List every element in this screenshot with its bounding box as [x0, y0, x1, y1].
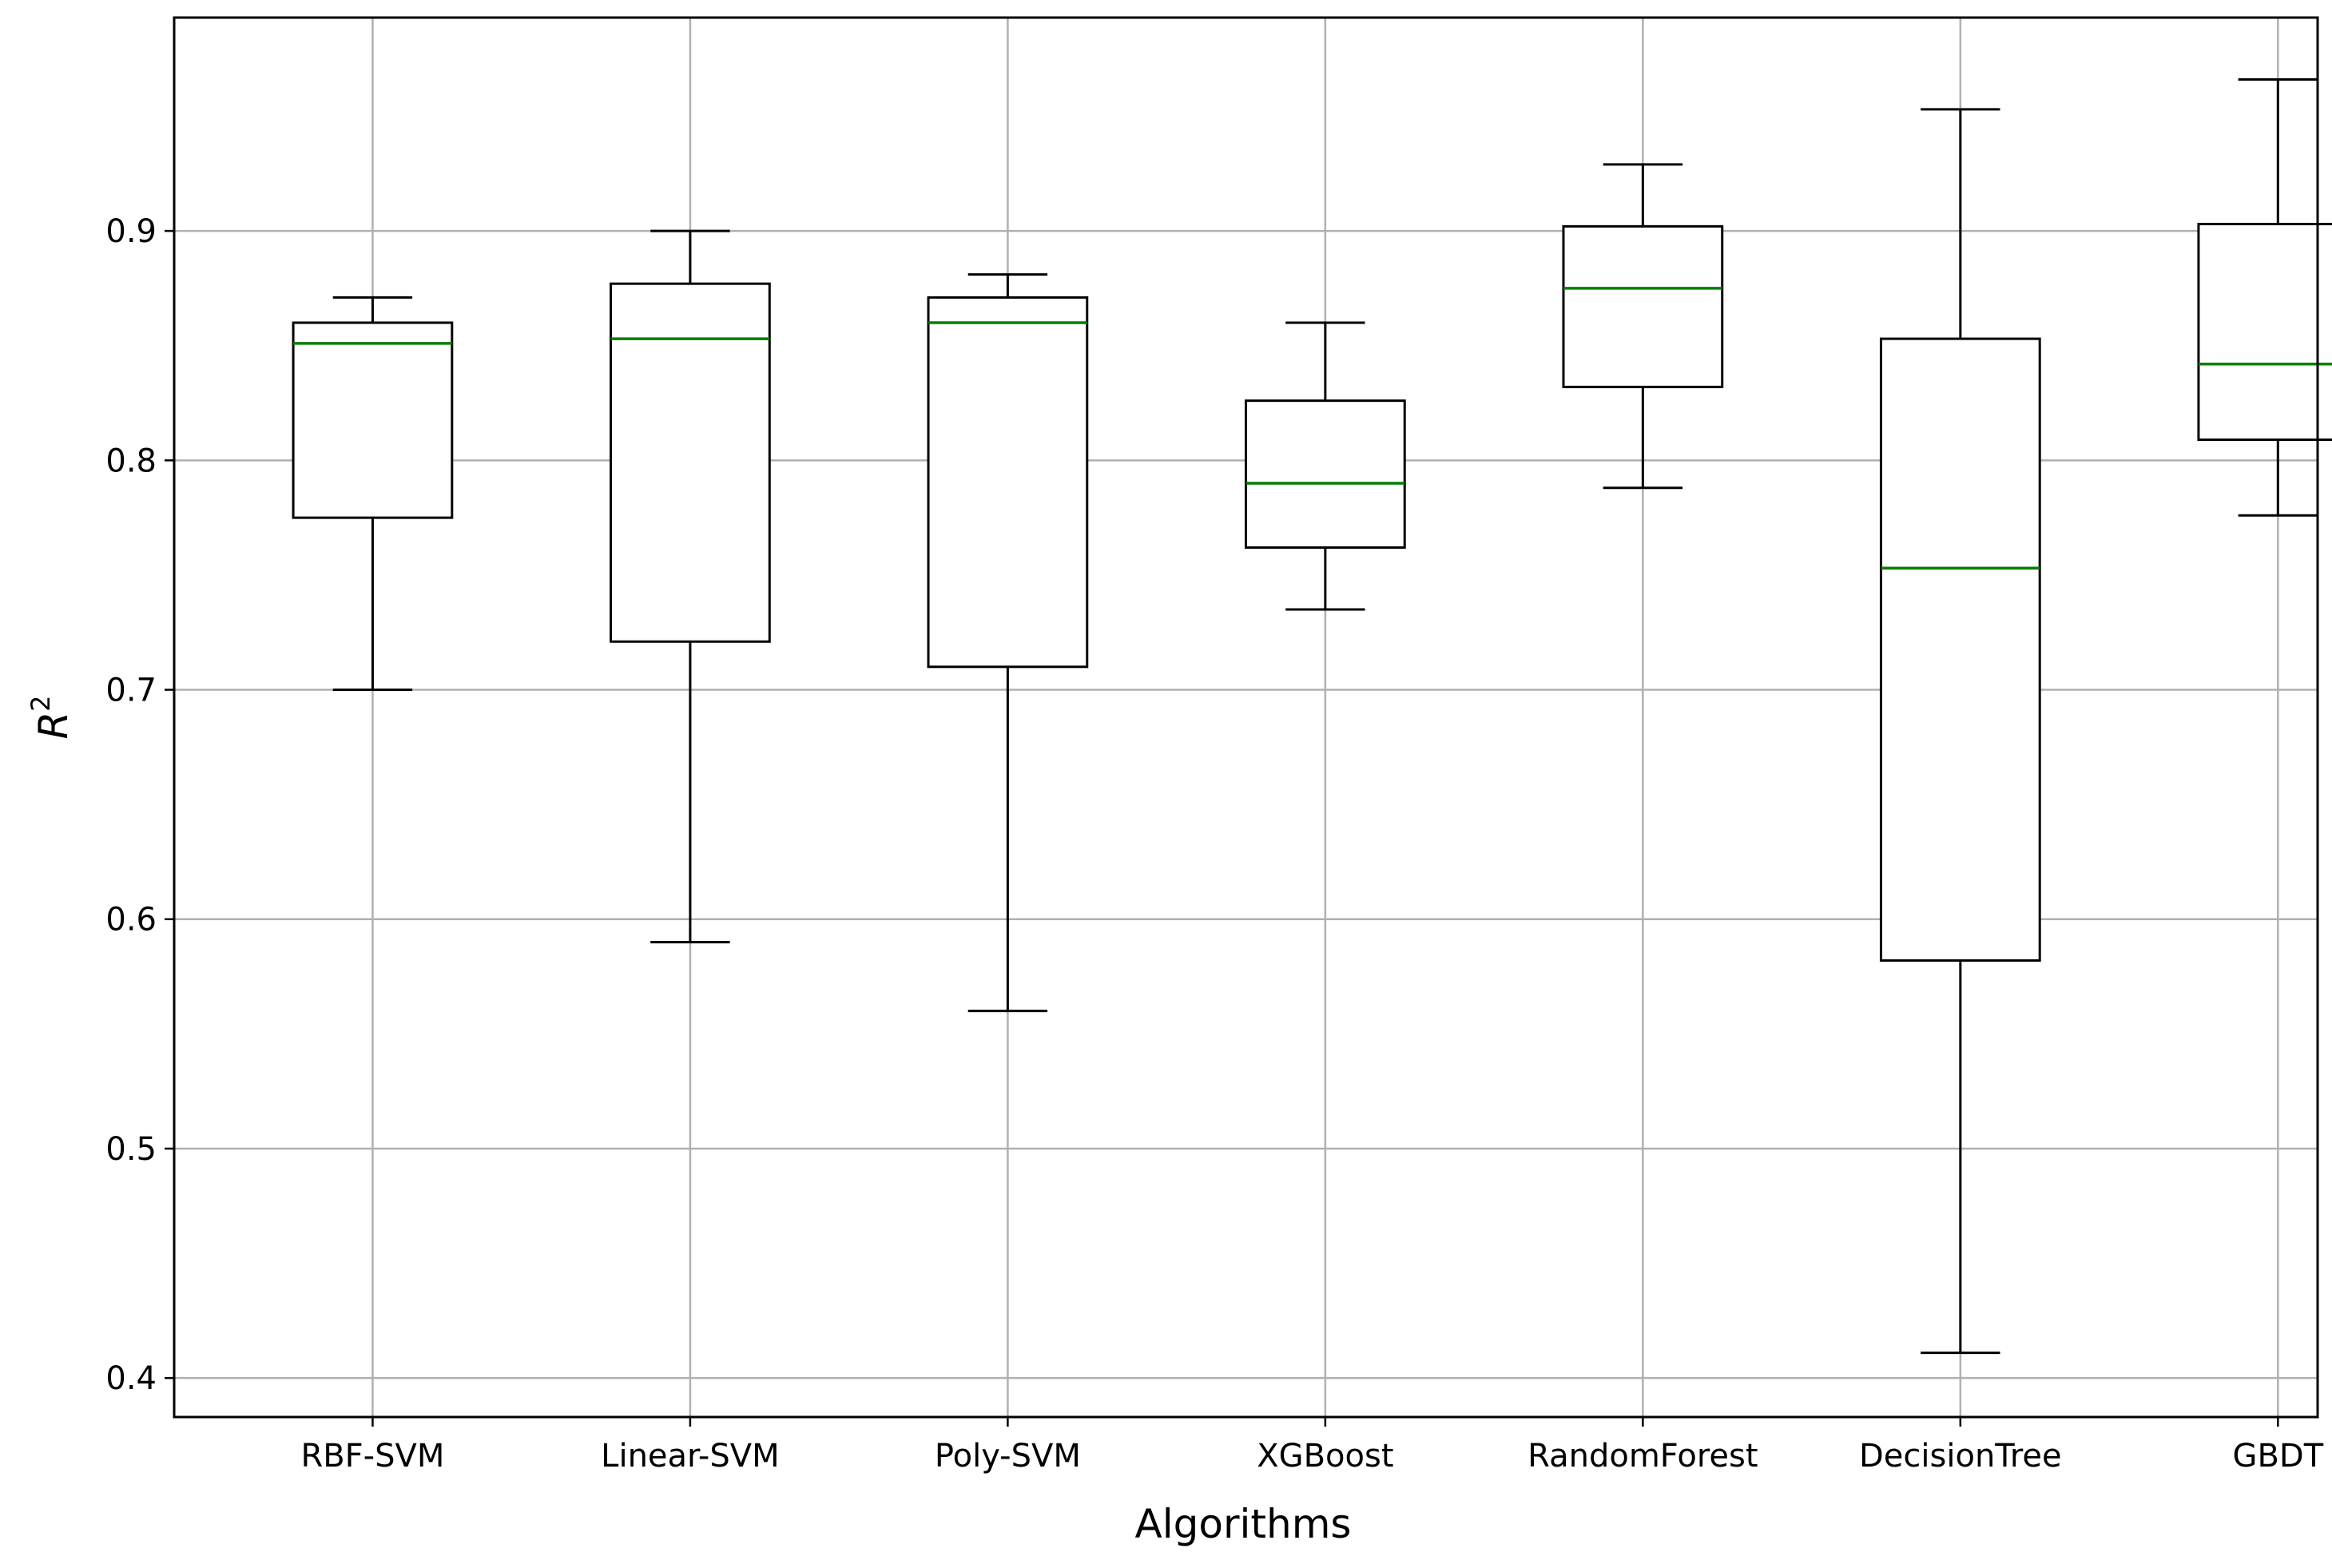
box-group: [1562, 163, 1724, 490]
y-tick-label: 0.9: [105, 213, 157, 250]
box-layer: [292, 78, 2332, 1355]
box-group: [292, 296, 454, 692]
x-tick-label: Poly-SVM: [935, 1438, 1081, 1475]
x-tick-label: GBDT: [2232, 1438, 2323, 1475]
x-tick-label: XGBoost: [1257, 1438, 1393, 1475]
box-group: [1245, 321, 1406, 611]
box-group: [610, 229, 771, 943]
iqr-box: [1245, 399, 1406, 549]
y-axis-title: R2: [26, 695, 77, 739]
y-axis-title-main: R: [30, 712, 77, 740]
plot-frame: [173, 16, 2319, 1419]
box-group: [2197, 78, 2332, 517]
y-tick-label: 0.7: [105, 673, 157, 709]
box-group: [1879, 108, 2041, 1355]
y-tick-label: 0.5: [105, 1131, 157, 1168]
x-tick-label: Linear-SVM: [601, 1438, 779, 1475]
y-tick-label: 0.4: [105, 1360, 157, 1397]
x-axis-title: Algorithms: [1135, 1501, 1352, 1547]
y-tick-label: 0.8: [105, 443, 157, 479]
iqr-box: [1562, 224, 1724, 388]
x-tick-label: RandomForest: [1528, 1438, 1758, 1475]
box-group: [927, 273, 1089, 1013]
iqr-box: [610, 282, 771, 643]
tick-layer: 0.4 0.5 0.6 0.7 0.8 0.9 RBF-SVM Linear-SVM Poly-…: [105, 213, 2323, 1475]
x-tick-label: DecisionTree: [1859, 1438, 2062, 1475]
svg-text:R2: R2: [26, 695, 77, 739]
iqr-box: [1879, 337, 2041, 962]
iqr-box: [292, 321, 454, 519]
x-tick-label: RBF-SVM: [300, 1438, 444, 1475]
iqr-box: [927, 296, 1089, 669]
y-axis-title-superscript: 2: [26, 695, 56, 711]
y-tick-label: 0.6: [105, 902, 157, 939]
iqr-box: [2197, 222, 2332, 441]
